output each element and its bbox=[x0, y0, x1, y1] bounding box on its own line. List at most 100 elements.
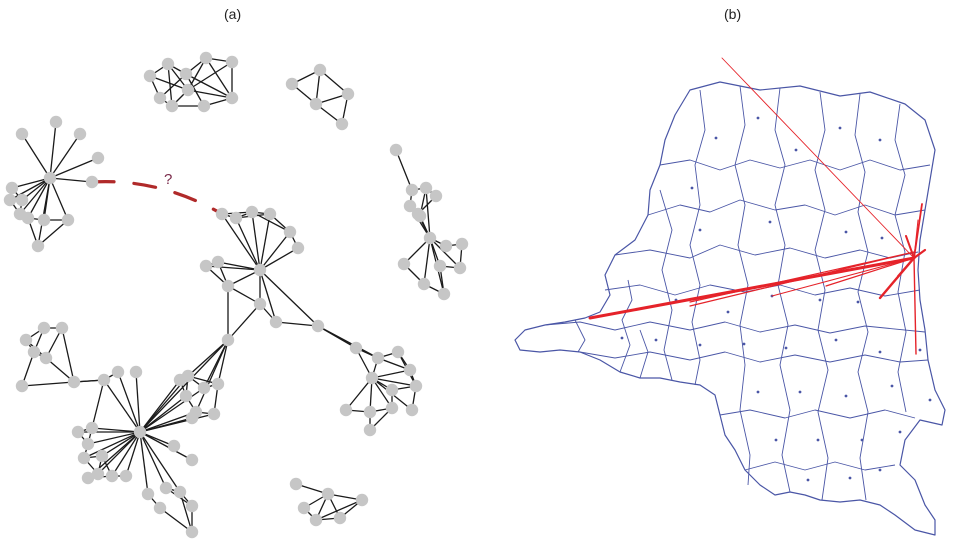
network-node bbox=[385, 401, 399, 415]
district-centroid bbox=[834, 338, 838, 342]
network-node bbox=[405, 183, 419, 197]
district-boundary bbox=[774, 87, 791, 493]
network-node bbox=[95, 449, 109, 463]
network-node bbox=[439, 239, 453, 253]
network-node bbox=[49, 115, 63, 129]
network-node bbox=[211, 255, 225, 269]
network-edge bbox=[217, 339, 229, 385]
network-edge bbox=[149, 75, 189, 91]
network-node bbox=[71, 425, 85, 439]
network-node bbox=[225, 91, 239, 105]
network-node bbox=[167, 439, 181, 453]
network-edge bbox=[125, 431, 141, 477]
network-node bbox=[313, 63, 327, 77]
district-centroid bbox=[726, 310, 730, 314]
district-centroid bbox=[860, 438, 864, 442]
network-node bbox=[365, 371, 379, 385]
district-centroid bbox=[698, 228, 702, 232]
network-edge bbox=[227, 303, 261, 341]
drc-map bbox=[514, 57, 946, 536]
network-node bbox=[179, 389, 193, 403]
network-edge bbox=[221, 213, 261, 271]
network-edge bbox=[259, 269, 319, 327]
network-node bbox=[311, 319, 325, 333]
network-node bbox=[181, 83, 195, 97]
network-node bbox=[321, 487, 335, 501]
network-node bbox=[119, 469, 133, 483]
network-node bbox=[15, 379, 29, 393]
district-centroid bbox=[880, 236, 884, 240]
network-node bbox=[245, 205, 259, 219]
district-boundary bbox=[544, 321, 926, 334]
network-node bbox=[371, 351, 385, 365]
network-edge bbox=[195, 339, 229, 413]
network-node bbox=[37, 213, 51, 227]
network-edge bbox=[187, 89, 233, 99]
district-boundary bbox=[639, 329, 649, 379]
district-centroid bbox=[698, 343, 702, 347]
network-node bbox=[111, 365, 125, 379]
district-centroid bbox=[838, 126, 842, 130]
network-edge bbox=[395, 149, 413, 191]
network-node bbox=[21, 211, 35, 225]
network-node bbox=[143, 69, 157, 83]
network-node bbox=[339, 403, 353, 417]
network-edge bbox=[259, 231, 291, 271]
network-edge bbox=[235, 217, 261, 271]
network-node bbox=[91, 467, 105, 481]
district-boundary bbox=[814, 91, 829, 501]
network-node bbox=[221, 279, 235, 293]
district-centroid bbox=[774, 438, 778, 442]
network-edge bbox=[259, 247, 299, 271]
district-centroid bbox=[844, 394, 848, 398]
network-edge bbox=[259, 269, 277, 323]
network-node bbox=[15, 193, 29, 207]
network-node bbox=[39, 351, 53, 365]
flow-line bbox=[771, 257, 915, 297]
network-node bbox=[437, 287, 451, 301]
district-centroid bbox=[898, 430, 902, 434]
district-centroid bbox=[928, 398, 932, 402]
network-node bbox=[207, 407, 221, 421]
network-edge bbox=[187, 339, 229, 377]
district-centroid bbox=[856, 300, 860, 304]
network-node bbox=[391, 345, 405, 359]
network-node bbox=[43, 171, 57, 185]
network-edge bbox=[11, 177, 51, 189]
network-edge bbox=[251, 211, 261, 271]
network-edge bbox=[9, 177, 51, 201]
network-edge bbox=[37, 219, 69, 247]
network-edge bbox=[429, 237, 461, 269]
network-node bbox=[283, 225, 297, 239]
network-edge bbox=[275, 321, 319, 327]
network-node bbox=[341, 87, 355, 101]
network-edge bbox=[317, 325, 379, 359]
district-boundary bbox=[614, 244, 919, 259]
network-node bbox=[297, 501, 311, 515]
network-node bbox=[27, 345, 41, 359]
network-edge bbox=[187, 61, 233, 91]
district-boundary bbox=[734, 85, 751, 486]
network-node bbox=[153, 91, 167, 105]
district-boundary bbox=[647, 199, 926, 216]
network-edge bbox=[371, 369, 411, 379]
network-node bbox=[105, 469, 119, 483]
network-node bbox=[129, 365, 143, 379]
network-edge bbox=[345, 377, 373, 411]
network-edge bbox=[37, 177, 51, 247]
network-node bbox=[199, 259, 213, 273]
network-node bbox=[335, 117, 349, 131]
network-node bbox=[97, 373, 111, 387]
network-node bbox=[363, 423, 377, 437]
district-centroid bbox=[818, 298, 822, 302]
network-nodes bbox=[3, 51, 469, 539]
network-node bbox=[429, 189, 443, 203]
network-node bbox=[253, 263, 267, 277]
district-centroid bbox=[798, 390, 802, 394]
district-centroid bbox=[768, 220, 772, 224]
missing-link-edge bbox=[90, 180, 224, 216]
network-node bbox=[19, 333, 33, 347]
network-node bbox=[173, 485, 187, 499]
network-node bbox=[309, 513, 323, 527]
